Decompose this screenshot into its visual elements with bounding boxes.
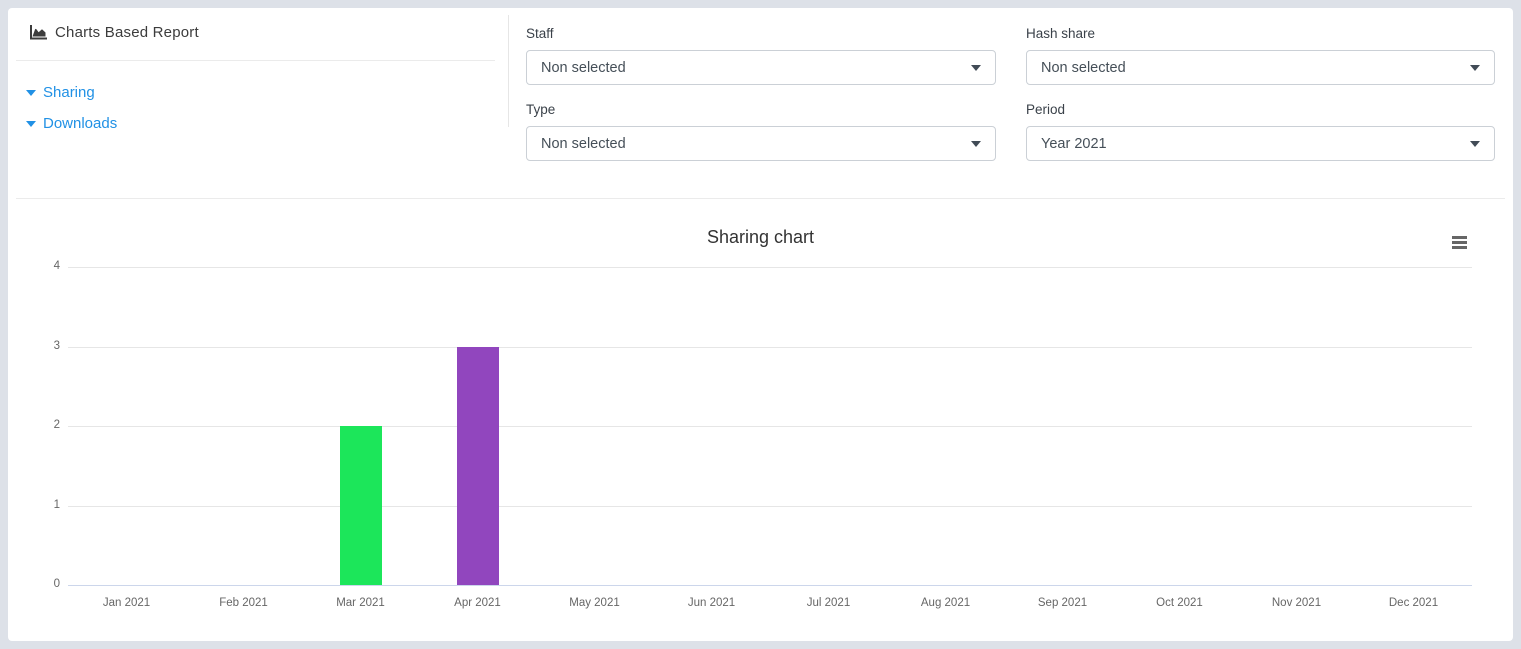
page-title-text: Charts Based Report	[55, 24, 199, 41]
chevron-down-icon	[971, 140, 981, 147]
x-tick-label: Jan 2021	[102, 597, 151, 609]
y-tick-label: 1	[53, 498, 60, 511]
caret-down-icon	[26, 89, 36, 96]
sidebar-item-downloads[interactable]: Downloads	[26, 115, 117, 132]
period-select[interactable]: Year 2021	[1026, 126, 1495, 161]
hash-share-select-value: Non selected	[1041, 59, 1126, 76]
page-title: Charts Based Report	[30, 24, 199, 41]
type-select-value: Non selected	[541, 135, 626, 152]
staff-select-value: Non selected	[541, 59, 626, 76]
gridline	[68, 267, 1472, 268]
x-tick-label: Feb 2021	[219, 597, 268, 609]
x-tick-label: Dec 2021	[1388, 597, 1439, 609]
chevron-down-icon	[1470, 140, 1480, 147]
chart-title: Sharing chart	[706, 227, 815, 247]
type-select[interactable]: Non selected	[526, 126, 996, 161]
bar-apr-2021[interactable]	[456, 346, 499, 585]
gridline	[68, 505, 1472, 507]
downloads-link-label: Downloads	[43, 115, 118, 132]
y-tick-label: 3	[53, 339, 60, 352]
y-tick-label: 0	[53, 578, 60, 590]
x-tick-label: Oct 2021	[1156, 597, 1203, 609]
sharing-link-label: Sharing	[43, 84, 95, 101]
report-panel: Charts Based Report Sharing Downloads St…	[8, 8, 1513, 641]
x-tick-label: Nov 2021	[1271, 597, 1322, 609]
x-tick-label: Apr 2021	[454, 597, 501, 609]
x-tick-label: Sep 2021	[1037, 597, 1088, 609]
chevron-down-icon	[1470, 64, 1480, 71]
x-axis-line	[68, 585, 1472, 586]
type-label: Type	[526, 102, 556, 117]
y-tick-label: 4	[53, 260, 60, 272]
header-divider	[16, 60, 495, 61]
chart-plot-area	[68, 267, 1472, 586]
x-tick-label: May 2021	[569, 597, 620, 609]
chevron-down-icon	[971, 64, 981, 71]
x-tick-label: Mar 2021	[336, 597, 385, 609]
area-chart-icon	[30, 25, 47, 40]
y-tick-label: 2	[53, 419, 60, 431]
hash-share-label: Hash share	[1026, 26, 1096, 41]
x-tick-label: Jul 2021	[806, 597, 851, 609]
caret-down-icon	[26, 120, 36, 127]
sidebar-item-sharing[interactable]: Sharing	[26, 84, 95, 101]
x-tick-label: Aug 2021	[920, 597, 971, 609]
x-tick-label: Jun 2021	[687, 597, 736, 609]
period-select-value: Year 2021	[1041, 135, 1107, 152]
staff-label: Staff	[526, 26, 554, 41]
hamburger-icon[interactable]	[1452, 236, 1467, 251]
staff-select[interactable]: Non selected	[526, 50, 996, 85]
gridline	[68, 346, 1472, 348]
gridline	[68, 426, 1472, 427]
bar-mar-2021[interactable]	[339, 426, 382, 585]
hash-share-select[interactable]: Non selected	[1026, 50, 1495, 85]
vertical-divider	[508, 15, 509, 127]
period-label: Period	[1026, 102, 1066, 117]
section-divider	[16, 198, 1505, 199]
